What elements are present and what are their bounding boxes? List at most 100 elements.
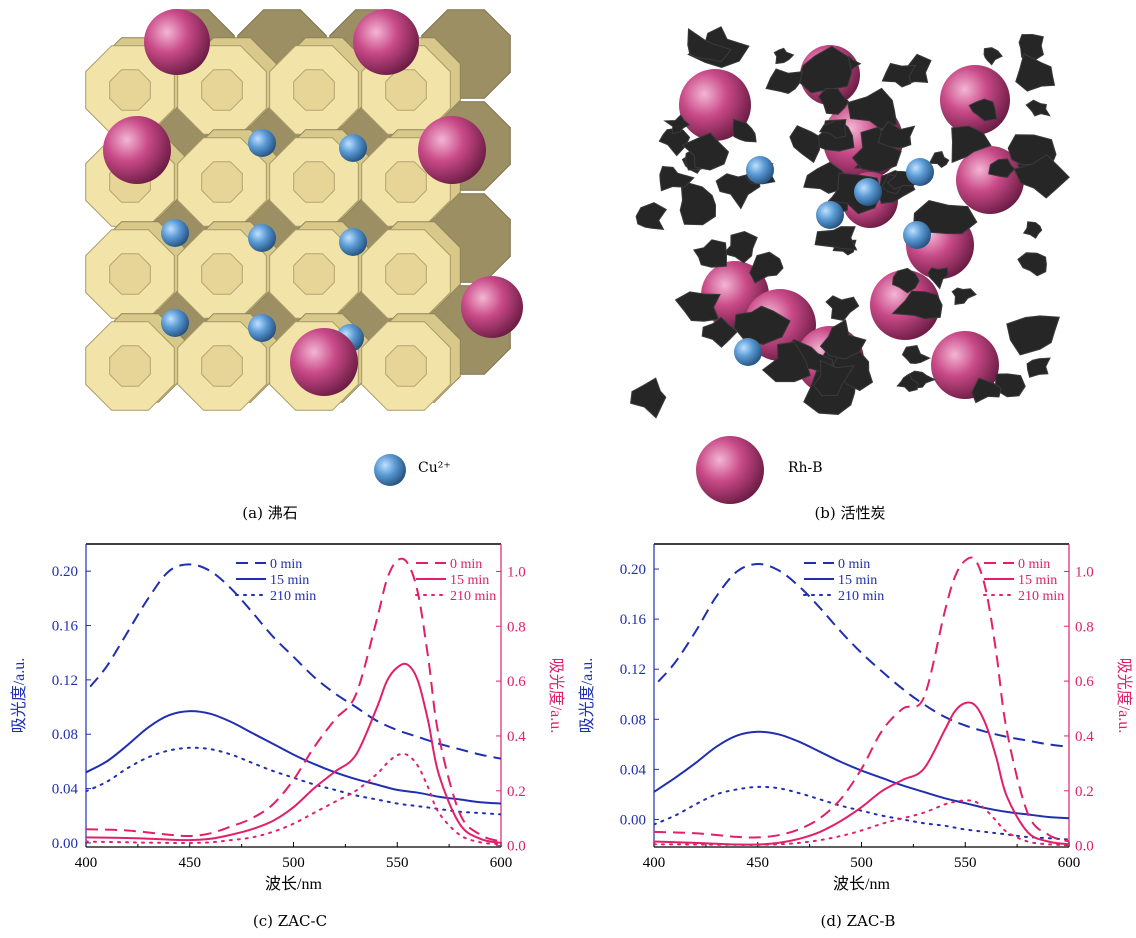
series-left-210-min [654, 785, 1069, 841]
series-right-15-min [654, 701, 1069, 846]
carbon-flake [796, 45, 853, 94]
x-tick-label: 500 [282, 855, 305, 871]
carbon-flake [983, 47, 1003, 66]
cu-ion [903, 221, 931, 249]
cu-ion [746, 156, 774, 184]
carbon-flake [761, 341, 811, 383]
series-left-0-min [657, 562, 1069, 748]
legend-left-label: 210 min [838, 589, 884, 604]
carbon-flake [877, 120, 916, 149]
cu-ion [816, 201, 844, 229]
zeolite-pore [201, 345, 243, 387]
carbon-flake [681, 132, 730, 171]
x-tick-label: 600 [490, 855, 513, 871]
y-right-tick-label: 0.8 [1075, 619, 1094, 635]
y-left-tick-label: 0.12 [620, 662, 646, 678]
rhb-molecule [144, 9, 210, 75]
chart-zac-b: 400 450 500 550 600 波长/nm 0.00 0.04 0.08 0.12 0.16… [578, 543, 1133, 893]
series-right-0-min [654, 556, 1069, 843]
series-left-0-min [89, 563, 501, 760]
y-right-tick-label: 0.6 [507, 674, 526, 690]
carbon-flake [968, 98, 998, 122]
y-right-tick-label: 0.4 [507, 729, 526, 745]
zeolite-pore [201, 253, 243, 295]
zeolite-pore [385, 161, 427, 203]
legend-cu-label: Cu²⁺ [418, 460, 451, 476]
carbon-cu-ions [734, 156, 934, 366]
y-left-tick-label: 0.08 [52, 727, 78, 743]
legend-right-label: 15 min [450, 573, 489, 588]
series-left-15-min [654, 730, 1069, 820]
carbon-flake [818, 87, 850, 115]
y-left-tick-label: 0.12 [52, 673, 78, 689]
y-left-tick-label: 0.04 [52, 782, 79, 798]
y-left-tick-label: 0.00 [620, 812, 646, 828]
cu-ion [248, 224, 276, 252]
series-left-210-min [86, 746, 501, 816]
x-axis-label: 波长/nm [265, 875, 322, 893]
legend-left-label: 0 min [838, 557, 870, 572]
y-left-tick-label: 0.08 [620, 712, 646, 728]
zeolite-pore [385, 69, 427, 111]
zeolite-pore [109, 253, 151, 295]
legend-left-label: 0 min [270, 557, 302, 572]
zeolite-pore [109, 69, 151, 111]
zeolite-pore [109, 345, 151, 387]
carbon-flake [1006, 315, 1060, 356]
x-tick-label: 550 [386, 855, 409, 871]
cu-ion [248, 314, 276, 342]
x-axis-label: 波长/nm [833, 875, 890, 893]
caption-b: (b) 活性炭 [814, 504, 886, 522]
carbon-flake [692, 239, 728, 268]
chart-zac-c: 400 450 500 550 600 波长/nm 0.00 0.04 0.08 0.12 0.16… [10, 543, 565, 893]
y-left-tick-label: 0.04 [620, 762, 647, 778]
cu-ion [854, 178, 882, 206]
carbon-flake [891, 267, 920, 294]
carbon-flake [881, 62, 917, 88]
carbon-flake [1017, 252, 1047, 277]
y-right-tick-label: 0.2 [1075, 784, 1094, 800]
zeolite-pore [293, 161, 335, 203]
rhb-molecule [290, 328, 358, 396]
y-left-tick-label: 0.20 [52, 564, 78, 580]
x-tick-label: 450 [747, 855, 770, 871]
y-left-axis-label: 吸光度/a.u. [10, 658, 28, 734]
y-left-tick-label: 0.16 [620, 612, 647, 628]
carbon-flake [749, 251, 784, 284]
y-right-tick-label: 1.0 [507, 564, 526, 580]
legend-right-label: 15 min [1018, 573, 1057, 588]
rhb-molecule [940, 65, 1010, 135]
caption-c: (c) ZAC-C [252, 912, 328, 930]
legend-rhb-label: Rh-B [788, 460, 823, 476]
zeolite-rhb-molecules [103, 9, 523, 396]
carbon-flake [818, 119, 847, 139]
zeolite-pore [293, 69, 335, 111]
carbon-flake [674, 291, 721, 322]
carbon-flake [901, 345, 932, 365]
y-right-axis-label: 吸光度/a.u. [547, 658, 565, 734]
y-right-tick-label: 0.8 [507, 619, 526, 635]
y-right-tick-label: 0.6 [1075, 674, 1094, 690]
y-right-tick-label: 0.2 [507, 784, 526, 800]
carbon-flake [1025, 99, 1051, 117]
rhb-molecule [461, 276, 523, 338]
carbon-flake [1022, 221, 1043, 239]
zeolite-pore [385, 253, 427, 295]
series-right-210-min [654, 799, 1069, 847]
zeolite-pore [201, 161, 243, 203]
caption-a: (a) 沸石 [242, 504, 298, 522]
carbon-flake [1013, 154, 1070, 199]
carbon-flake [722, 230, 758, 264]
series-right-210-min [86, 752, 501, 846]
series-right-15-min [86, 662, 501, 844]
carbon-flake [679, 180, 717, 226]
cu-ion [906, 158, 934, 186]
legend-cu-sphere [374, 454, 406, 486]
carbon-flake [825, 295, 860, 322]
zeolite-illustration [85, 9, 523, 411]
carbon-flake [1015, 53, 1056, 92]
carbon-flake [819, 319, 867, 360]
carbon-flake [988, 158, 1016, 178]
x-tick-label: 450 [179, 855, 202, 871]
y-right-tick-label: 0.0 [1075, 839, 1094, 855]
